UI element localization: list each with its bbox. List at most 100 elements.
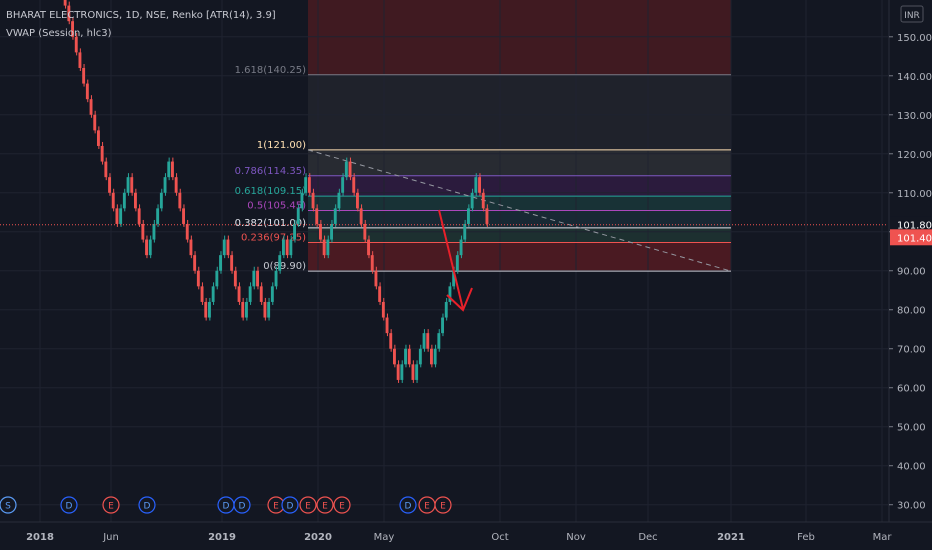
fib-trend-line — [307, 149, 732, 272]
event-marker-d[interactable]: D — [217, 496, 235, 514]
brick-up — [252, 270, 256, 287]
brick-down — [226, 239, 230, 256]
brick-down — [185, 223, 189, 240]
event-marker-d[interactable]: D — [138, 496, 156, 514]
brick-down — [237, 286, 241, 302]
fib-label: 1.618(140.25) — [235, 65, 307, 76]
currency-badge[interactable] — [900, 5, 924, 23]
brick-down — [115, 208, 119, 224]
fib-label: 1(121.00) — [257, 140, 306, 151]
brick-up — [245, 301, 248, 318]
brick-down — [315, 208, 319, 224]
brick-up — [415, 364, 419, 380]
event-circle — [399, 496, 417, 514]
y-tick-label: 30.00 — [897, 501, 926, 512]
event-marker-e[interactable]: E — [418, 496, 436, 514]
event-marker-d[interactable]: D — [399, 496, 417, 514]
brick-down — [385, 317, 389, 334]
event-circle — [60, 496, 78, 514]
event-marker-d[interactable]: D — [233, 496, 251, 514]
event-circle — [333, 496, 351, 514]
brick-down — [89, 99, 93, 115]
brick-down — [363, 223, 367, 240]
event-marker-e[interactable]: E — [434, 496, 452, 514]
brick-up — [215, 270, 219, 287]
event-label: S — [5, 502, 11, 512]
brick-down — [381, 301, 385, 318]
y-tick-label: 50.00 — [897, 423, 926, 434]
fib-zone-top — [308, 0, 731, 75]
event-label: D — [144, 502, 151, 512]
event-marker-e[interactable]: E — [316, 496, 334, 514]
brick-down — [233, 270, 237, 287]
brick-down — [108, 177, 111, 193]
brick-down — [171, 161, 174, 178]
brick-up — [330, 223, 333, 240]
brick-down — [426, 333, 430, 349]
brick-up — [293, 223, 296, 240]
brick-down — [259, 286, 263, 302]
event-label: D — [223, 502, 230, 512]
brick-up — [404, 348, 407, 365]
brick-up — [441, 317, 444, 334]
event-label: D — [287, 502, 294, 512]
event-label: E — [108, 502, 114, 512]
event-marker-d[interactable]: D — [281, 496, 299, 514]
event-marker-e[interactable]: E — [333, 496, 351, 514]
y-tick-label: 60.00 — [897, 384, 926, 395]
brick-up — [467, 208, 470, 224]
brick-down — [370, 255, 374, 271]
brick-down — [200, 286, 204, 302]
brick-down — [67, 5, 71, 22]
brick-down — [322, 239, 326, 256]
brick-down — [104, 161, 108, 178]
event-marker-e[interactable]: E — [299, 496, 317, 514]
projection-arrow-shaft — [438, 209, 464, 310]
brick-up — [163, 177, 167, 193]
brick-down — [130, 177, 134, 193]
brick-down — [396, 364, 400, 380]
event-marker-e[interactable]: E — [102, 496, 120, 514]
brick-down — [285, 239, 289, 256]
brick-up — [159, 192, 163, 209]
brick-down — [393, 348, 396, 365]
brick-down — [134, 192, 137, 209]
event-marker-s[interactable]: S — [0, 496, 17, 514]
brick-up — [126, 177, 130, 193]
brick-down — [430, 348, 433, 365]
x-tick-label: Mar — [873, 532, 893, 543]
x-tick-label: 2018 — [26, 532, 54, 543]
brick-down — [74, 36, 78, 53]
x-tick-label: 2021 — [717, 532, 745, 543]
event-marker-d[interactable]: D — [60, 496, 78, 514]
fib-zone-0.236 — [308, 227, 731, 243]
brick-up — [282, 239, 285, 256]
brick-down — [263, 301, 267, 318]
brick-up — [326, 239, 330, 256]
brick-up — [222, 239, 226, 256]
event-circle — [299, 496, 317, 514]
x-tick-label: Jun — [102, 532, 119, 543]
event-circle — [434, 496, 452, 514]
event-label: E — [339, 502, 345, 512]
event-label: D — [405, 502, 412, 512]
brick-down — [389, 333, 393, 349]
brick-down — [481, 192, 485, 209]
brick-down — [356, 192, 359, 209]
brick-up — [463, 223, 467, 240]
brick-up — [300, 192, 304, 209]
x-tick-label: Oct — [491, 532, 508, 543]
brick-up — [422, 333, 426, 349]
brick-down — [378, 286, 382, 302]
brick-up — [274, 270, 278, 287]
brick-down — [137, 208, 141, 224]
brick-up — [341, 177, 345, 193]
brick-down — [307, 177, 311, 193]
y-tick-label: 150.00 — [897, 33, 932, 44]
brick-up — [337, 192, 341, 209]
brick-down — [189, 239, 193, 256]
y-tick-label: 140.00 — [897, 72, 932, 83]
x-tick-label: 2020 — [304, 532, 332, 543]
